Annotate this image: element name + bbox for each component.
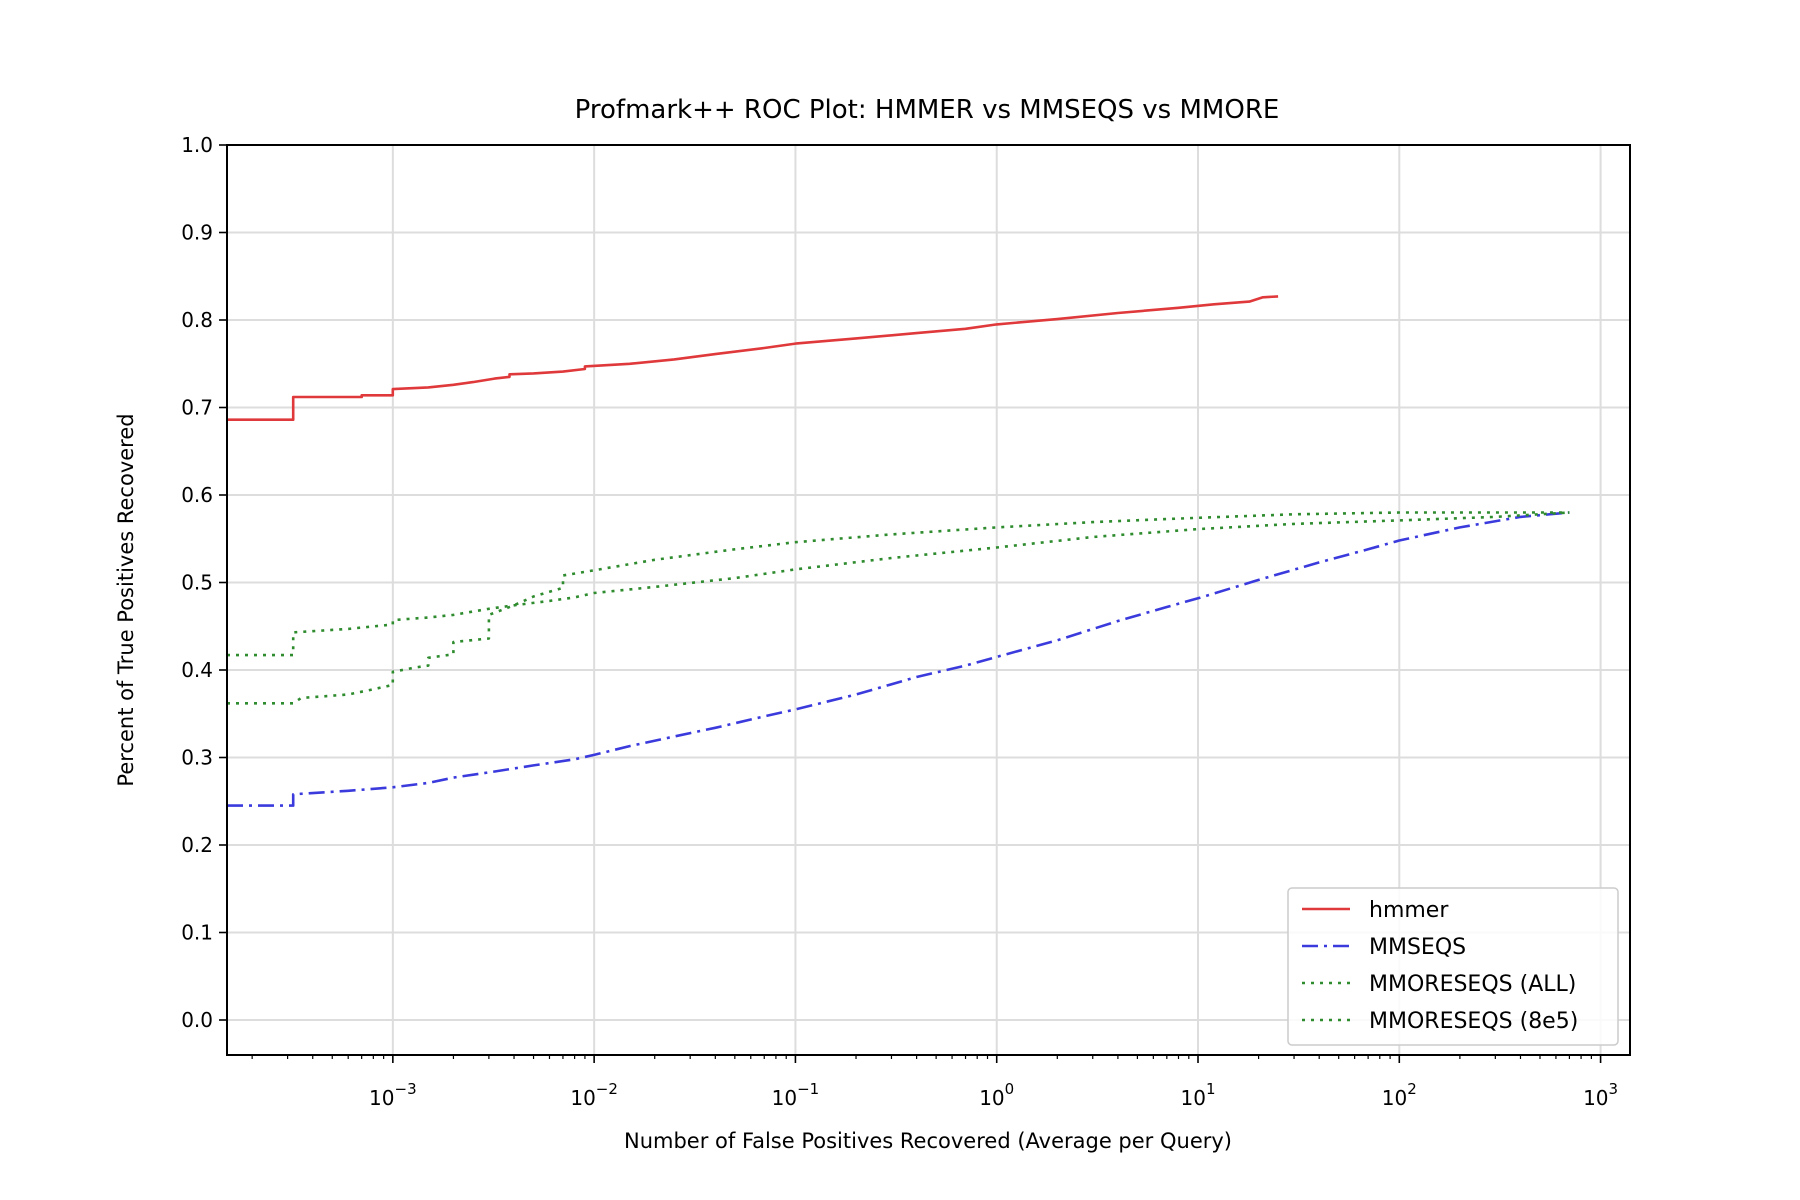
legend: hmmer MMSEQS MMORESEQS (ALL) MMORESEQS (8e5… bbox=[1287, 887, 1619, 1046]
y-tick-label: 0.7 bbox=[181, 396, 213, 420]
x-tick-label: 103 bbox=[1583, 1080, 1618, 1110]
y-axis-label: Percent of True Positives Recovered bbox=[114, 413, 138, 786]
legend-box bbox=[1287, 887, 1619, 1046]
y-tick-label: 0.6 bbox=[181, 483, 213, 507]
x-tick-label: 10−1 bbox=[772, 1080, 820, 1110]
y-tick-label: 0.9 bbox=[181, 221, 213, 245]
y-tick-label: 1.0 bbox=[181, 133, 213, 157]
x-tick-label: 102 bbox=[1382, 1080, 1417, 1110]
plot-frame bbox=[226, 144, 1631, 1056]
y-tick-label: 0.3 bbox=[181, 746, 213, 770]
y-tick-label: 0.2 bbox=[181, 833, 213, 857]
y-tick-label: 0.8 bbox=[181, 308, 213, 332]
y-axis-ticks: 0.0 0.1 0.2 0.3 0.4 0.5 0.6 0.7 0.8 0.9 1.0 bbox=[181, 133, 227, 1032]
series-line-mmseqs bbox=[227, 511, 1570, 807]
y-tick-label: 0.5 bbox=[181, 571, 213, 595]
x-tick-label: 10−3 bbox=[369, 1080, 417, 1110]
x-tick-label: 101 bbox=[1181, 1080, 1216, 1110]
series-line-mmoreseqs-all bbox=[227, 511, 1570, 657]
legend-entry: MMORESEQS (ALL) bbox=[1369, 972, 1576, 997]
legend-entry: MMSEQS bbox=[1369, 935, 1466, 960]
legend-entry: hmmer bbox=[1369, 898, 1449, 923]
legend-entry: MMORESEQS (8e5) bbox=[1369, 1009, 1578, 1034]
x-tick-label: 100 bbox=[979, 1080, 1014, 1110]
series-line-hmmer bbox=[227, 295, 1279, 421]
y-tick-label: 0.4 bbox=[181, 658, 213, 682]
series-lines bbox=[227, 295, 1570, 807]
y-tick-label: 0.0 bbox=[181, 1008, 213, 1032]
series-line-mmoreseqs-8e5 bbox=[227, 511, 1570, 705]
x-axis-label: Number of False Positives Recovered (Ave… bbox=[624, 1129, 1232, 1153]
x-tick-label: 10−2 bbox=[570, 1080, 618, 1110]
y-tick-label: 0.1 bbox=[181, 921, 213, 945]
chart-title: Profmark++ ROC Plot: HMMER vs MMSEQS vs … bbox=[575, 95, 1280, 125]
x-axis-ticks: 10−3 10−2 10−1 100 101 102 103 bbox=[251, 1055, 1618, 1110]
